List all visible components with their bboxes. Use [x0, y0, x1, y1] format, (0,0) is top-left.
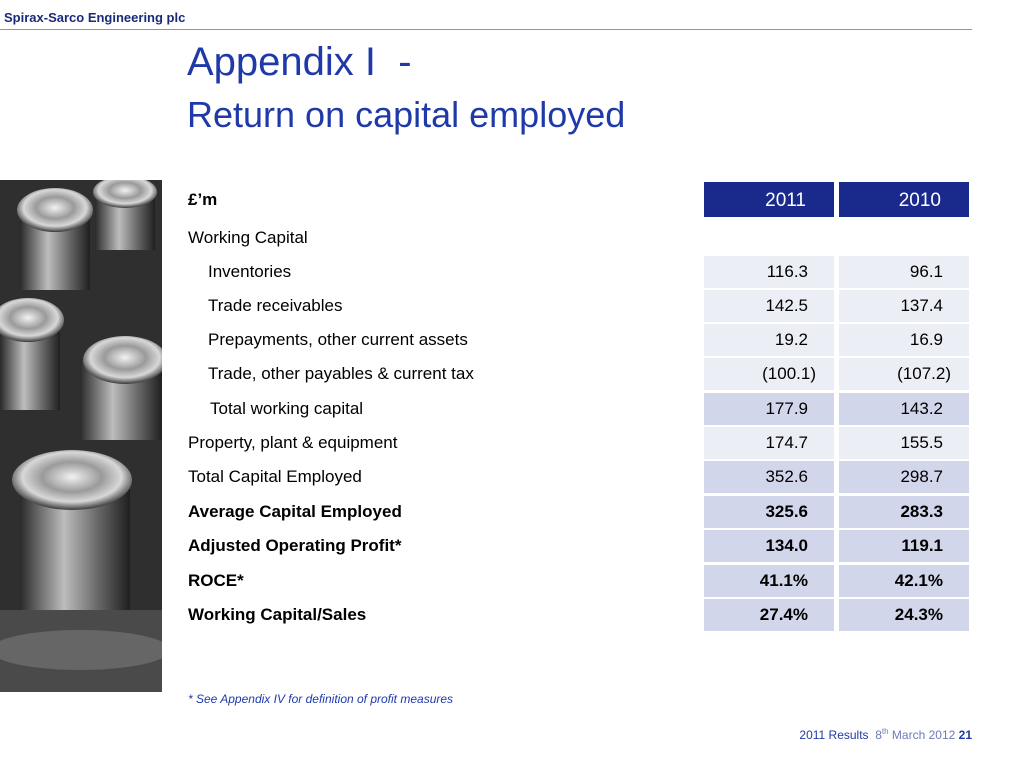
- row-label: Inventories: [208, 262, 292, 281]
- value-2011: 325.6: [704, 496, 834, 528]
- row-label: Property, plant & equipment: [188, 433, 398, 452]
- row-label: Trade, other payables & current tax: [208, 364, 474, 383]
- value-2010: 24.3%: [839, 599, 969, 631]
- value-2011: 41.1%: [704, 565, 834, 597]
- table-row: Trade, other payables & current tax (100…: [0, 358, 1024, 390]
- table-row: ROCE* 41.1% 42.1%: [0, 565, 1024, 597]
- value-2010: 42.1%: [839, 565, 969, 597]
- header-divider: [0, 29, 972, 30]
- value-2010: 96.1: [839, 256, 969, 288]
- value-2011: 142.5: [704, 290, 834, 322]
- page-title: Appendix I -: [187, 40, 412, 84]
- column-header-2011: 2011: [704, 182, 834, 217]
- table-row: Property, plant & equipment 174.7 155.5: [0, 427, 1024, 459]
- value-2011: 134.0: [704, 530, 834, 562]
- value-2010: 16.9: [839, 324, 969, 356]
- value-2010: 283.3: [839, 496, 969, 528]
- row-label: Average Capital Employed: [188, 502, 402, 521]
- value-2011: 352.6: [704, 461, 834, 493]
- value-2011: 116.3: [704, 256, 834, 288]
- footer-date-suffix: th: [881, 727, 889, 736]
- value-2011: 19.2: [704, 324, 834, 356]
- value-2010: 137.4: [839, 290, 969, 322]
- table-row: Total working capital 177.9 143.2: [0, 393, 1024, 425]
- value-2011: 174.7: [704, 427, 834, 459]
- unit-label: £’m: [188, 190, 218, 209]
- footnote: * See Appendix IV for definition of prof…: [188, 692, 454, 706]
- row-label: ROCE*: [188, 571, 244, 590]
- value-2010: 119.1: [839, 530, 969, 562]
- value-2011: 27.4%: [704, 599, 834, 631]
- page-subtitle: Return on capital employed: [187, 94, 626, 135]
- column-header-2010: 2010: [839, 182, 969, 217]
- row-label: Prepayments, other current assets: [208, 330, 468, 349]
- table-row: Adjusted Operating Profit* 134.0 119.1: [0, 530, 1024, 562]
- table-row: Prepayments, other current assets 19.2 1…: [0, 324, 1024, 356]
- table-row: Total Capital Employed 352.6 298.7: [0, 461, 1024, 493]
- footer-results: 2011 Results: [799, 728, 869, 742]
- table-row: Working Capital/Sales 27.4% 24.3%: [0, 599, 1024, 631]
- row-label: Adjusted Operating Profit*: [188, 536, 402, 555]
- row-label: Trade receivables: [208, 296, 343, 315]
- decorative-photo: [0, 180, 162, 692]
- value-2011: (100.1): [704, 358, 834, 390]
- value-2010: (107.2): [839, 358, 969, 390]
- table-row: Average Capital Employed 325.6 283.3: [0, 496, 1024, 528]
- footer-date-day: 8: [875, 728, 882, 742]
- row-label: Total Capital Employed: [188, 467, 362, 486]
- company-name: Spirax-Sarco Engineering plc: [4, 10, 186, 25]
- footer-date-rest: March 2012: [888, 728, 956, 742]
- table-row: Working Capital: [0, 222, 1024, 254]
- row-label: Working Capital/Sales: [188, 605, 367, 624]
- row-label: Total working capital: [210, 399, 364, 418]
- footer-date: 8th March 2012: [875, 727, 956, 742]
- value-2011: 177.9: [704, 393, 834, 425]
- value-2010: 155.5: [839, 427, 969, 459]
- row-label: Working Capital: [188, 228, 308, 247]
- page-number: 21: [958, 728, 972, 742]
- value-2010: 298.7: [839, 461, 969, 493]
- steam-traps-image: [0, 180, 162, 692]
- footer: 2011 Results 8th March 2012 21: [799, 727, 972, 742]
- value-2010: 143.2: [839, 393, 969, 425]
- table-row: Inventories 116.3 96.1: [0, 256, 1024, 288]
- table-row: Trade receivables 142.5 137.4: [0, 290, 1024, 322]
